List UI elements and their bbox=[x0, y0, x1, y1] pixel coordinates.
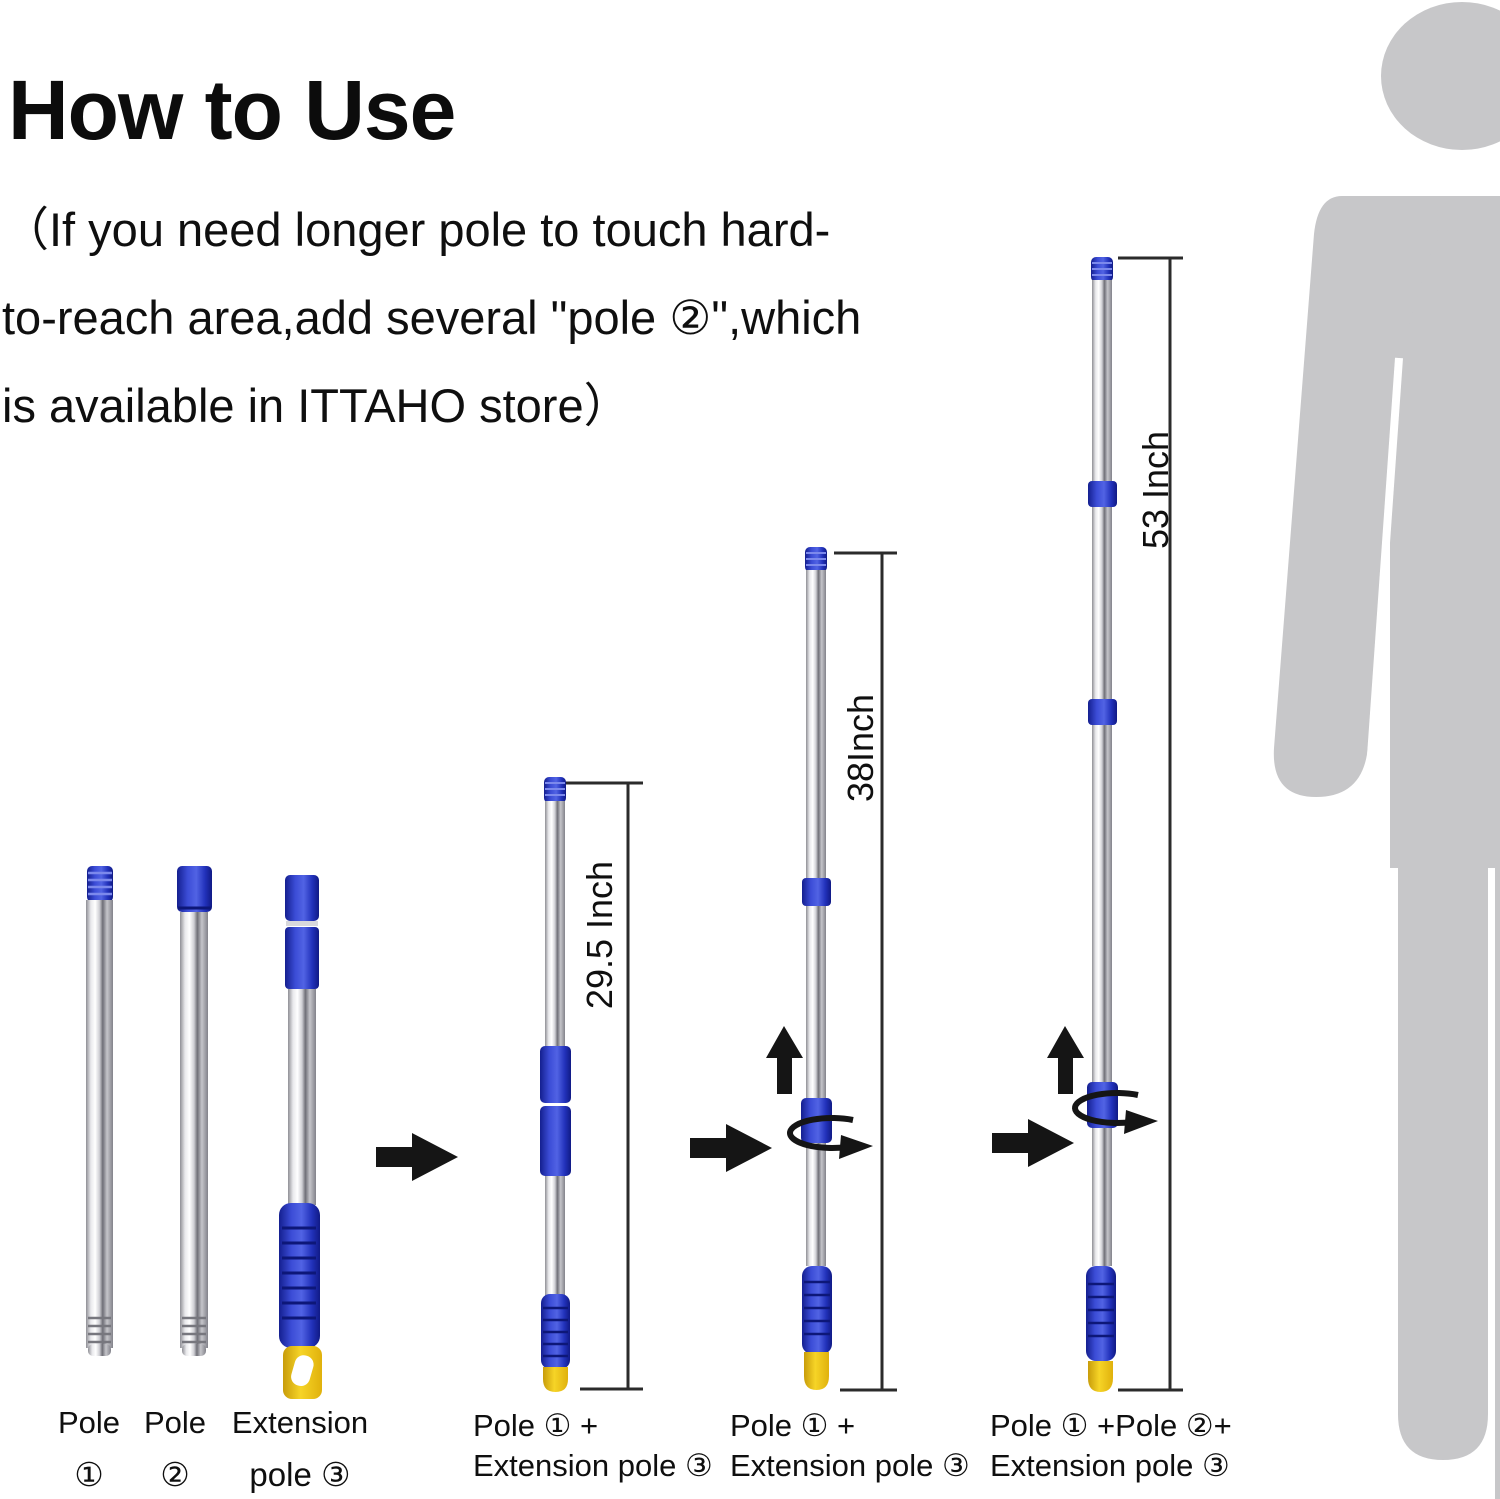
combo-formula: Extension pole ③ bbox=[473, 1448, 713, 1483]
part-label-pole-2: Pole ② bbox=[125, 1406, 225, 1492]
yellow-tip bbox=[543, 1367, 568, 1392]
combo-formula: Pole ① + bbox=[730, 1408, 856, 1443]
intro-line-2: to-reach area,add several "pole ②",which bbox=[2, 291, 862, 344]
yellow-tip bbox=[1088, 1361, 1113, 1392]
measurement-label-38-inch: 38Inch bbox=[840, 693, 881, 803]
arrow-up-icon bbox=[1047, 1026, 1084, 1094]
pole-2-illustration bbox=[177, 866, 212, 1356]
combined-pole-2-illustration bbox=[801, 547, 832, 1390]
intro-line-3: is available in ITTAHO store） bbox=[2, 379, 631, 432]
dimension-line-3 bbox=[1118, 256, 1183, 1392]
combo-formula: Pole ① + bbox=[473, 1408, 599, 1443]
part-name: Pole bbox=[57, 1405, 121, 1440]
arrow-right-icon bbox=[376, 1133, 458, 1181]
silhouette-left-leg bbox=[1398, 864, 1488, 1460]
arrow-right-icon bbox=[992, 1119, 1074, 1167]
combo-formula: Extension pole ③ bbox=[730, 1448, 970, 1483]
dimension-line-1 bbox=[566, 781, 643, 1391]
hang-loop-hole bbox=[291, 1355, 314, 1387]
combo-label-3: Pole ① +Pole ②+ Extension pole ③ bbox=[990, 1406, 1232, 1486]
intro-text: （If you need longer pole to touch hard- … bbox=[2, 186, 861, 450]
silhouette-arm bbox=[1273, 196, 1448, 797]
person-silhouette bbox=[1273, 2, 1500, 1499]
part-number: ② bbox=[160, 1456, 190, 1493]
extension-pole-illustration bbox=[279, 875, 322, 1399]
part-label-pole-1: Pole ① bbox=[39, 1406, 139, 1492]
combo-formula: Pole ① +Pole ②+ bbox=[990, 1408, 1232, 1443]
measurement-label-29-5-inch: 29.5 Inch bbox=[579, 860, 620, 1010]
combo-label-1: Pole ① + Extension pole ③ bbox=[473, 1406, 713, 1486]
page-title: How to Use bbox=[8, 63, 456, 157]
combined-pole-1-illustration bbox=[540, 777, 571, 1392]
part-name: Pole bbox=[143, 1405, 207, 1440]
combo-label-2: Pole ① + Extension pole ③ bbox=[730, 1406, 970, 1486]
pole-1-illustration bbox=[86, 866, 113, 1356]
intro-line-1: （If you need longer pole to touch hard- bbox=[2, 203, 831, 256]
part-name: Extension bbox=[231, 1405, 369, 1440]
part-number: ① bbox=[74, 1456, 104, 1493]
yellow-tip bbox=[804, 1352, 829, 1390]
silhouette-right-leg bbox=[1495, 864, 1500, 1499]
silhouette-torso bbox=[1390, 196, 1500, 868]
part-number: pole ③ bbox=[249, 1456, 351, 1493]
arrow-right-icon bbox=[690, 1124, 772, 1172]
combo-formula: Extension pole ③ bbox=[990, 1448, 1230, 1483]
dimension-line-2 bbox=[834, 551, 897, 1392]
measurement-label-53-inch: 53 Inch bbox=[1135, 430, 1176, 550]
rotate-arrow-icon bbox=[787, 1114, 873, 1159]
rotate-arrow-icon bbox=[1072, 1089, 1158, 1134]
combined-pole-3-illustration bbox=[1086, 257, 1118, 1392]
part-label-extension-pole: Extension pole ③ bbox=[226, 1406, 374, 1492]
silhouette-head bbox=[1381, 2, 1500, 150]
silhouette-arm-gap bbox=[1366, 357, 1403, 771]
arrow-up-icon bbox=[766, 1026, 803, 1094]
